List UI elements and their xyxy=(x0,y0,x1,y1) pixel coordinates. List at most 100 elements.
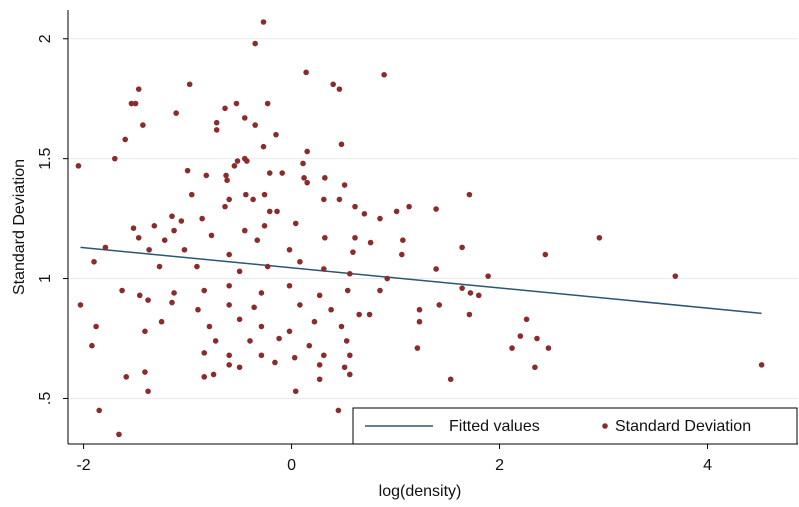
point xyxy=(335,407,342,414)
point xyxy=(321,196,327,203)
point xyxy=(169,213,175,220)
point xyxy=(145,388,151,395)
legend-label: Fitted values xyxy=(449,418,540,435)
point xyxy=(142,369,148,375)
x-tick-label: -2 xyxy=(76,457,90,474)
point xyxy=(226,352,232,359)
point xyxy=(321,266,327,272)
point xyxy=(119,287,125,294)
point xyxy=(199,215,205,222)
point xyxy=(274,208,280,215)
point xyxy=(173,110,179,116)
point xyxy=(276,335,282,342)
point xyxy=(336,86,343,92)
point xyxy=(459,244,465,251)
point xyxy=(184,167,191,174)
point xyxy=(352,203,358,210)
point xyxy=(266,208,273,215)
point xyxy=(485,273,491,279)
point xyxy=(416,306,423,313)
point xyxy=(254,237,261,243)
point xyxy=(188,191,195,198)
point xyxy=(135,234,142,241)
point xyxy=(393,208,400,215)
point xyxy=(672,273,679,279)
point xyxy=(534,335,540,342)
point xyxy=(222,203,228,210)
point xyxy=(122,136,128,143)
point xyxy=(123,374,130,380)
point xyxy=(252,40,258,47)
x-tick-label: 2 xyxy=(495,457,504,474)
point xyxy=(206,323,213,330)
point xyxy=(171,290,177,296)
point xyxy=(261,191,268,198)
point xyxy=(226,251,232,258)
point xyxy=(258,323,265,330)
point xyxy=(316,292,323,299)
point xyxy=(96,407,102,414)
point xyxy=(400,237,406,243)
point xyxy=(322,175,328,181)
point xyxy=(264,100,271,107)
point xyxy=(311,318,318,325)
point xyxy=(416,318,423,325)
point xyxy=(347,352,353,359)
point xyxy=(135,86,142,92)
point xyxy=(433,206,439,212)
point xyxy=(328,306,334,313)
point xyxy=(151,223,158,229)
point xyxy=(93,323,99,330)
point xyxy=(208,232,215,239)
point xyxy=(447,376,454,383)
point xyxy=(178,218,185,224)
point xyxy=(128,100,135,107)
point xyxy=(241,227,248,234)
x-tick-label: 4 xyxy=(703,457,712,474)
point xyxy=(381,71,387,78)
point xyxy=(343,338,350,344)
point xyxy=(338,141,345,148)
point xyxy=(304,179,310,186)
point xyxy=(542,251,549,258)
x-axis-title: log(density) xyxy=(379,483,462,500)
point xyxy=(347,371,353,378)
point xyxy=(297,258,303,265)
point xyxy=(467,290,474,296)
point xyxy=(758,362,765,368)
point xyxy=(158,318,165,325)
point xyxy=(306,342,313,349)
point xyxy=(352,234,358,241)
point xyxy=(475,292,482,299)
point xyxy=(224,177,230,184)
point xyxy=(286,282,293,289)
point xyxy=(356,311,362,318)
point xyxy=(336,196,343,203)
point xyxy=(286,246,293,253)
point xyxy=(247,338,253,344)
point xyxy=(251,304,257,311)
point xyxy=(466,191,473,198)
point xyxy=(523,316,530,323)
point xyxy=(140,122,146,128)
point xyxy=(399,251,405,258)
point xyxy=(466,311,473,318)
point xyxy=(226,282,232,289)
point xyxy=(234,158,241,164)
point xyxy=(142,328,148,335)
point xyxy=(222,105,228,112)
point xyxy=(532,364,538,371)
point xyxy=(316,362,323,368)
legend-label: Standard Deviation xyxy=(615,418,751,435)
point xyxy=(171,227,177,234)
point xyxy=(321,352,327,359)
point xyxy=(303,69,309,76)
point xyxy=(132,100,139,107)
point xyxy=(459,285,465,291)
point xyxy=(194,263,200,270)
point xyxy=(210,371,217,378)
point xyxy=(361,211,368,217)
point xyxy=(330,81,336,88)
point xyxy=(213,119,220,126)
point xyxy=(212,338,219,344)
